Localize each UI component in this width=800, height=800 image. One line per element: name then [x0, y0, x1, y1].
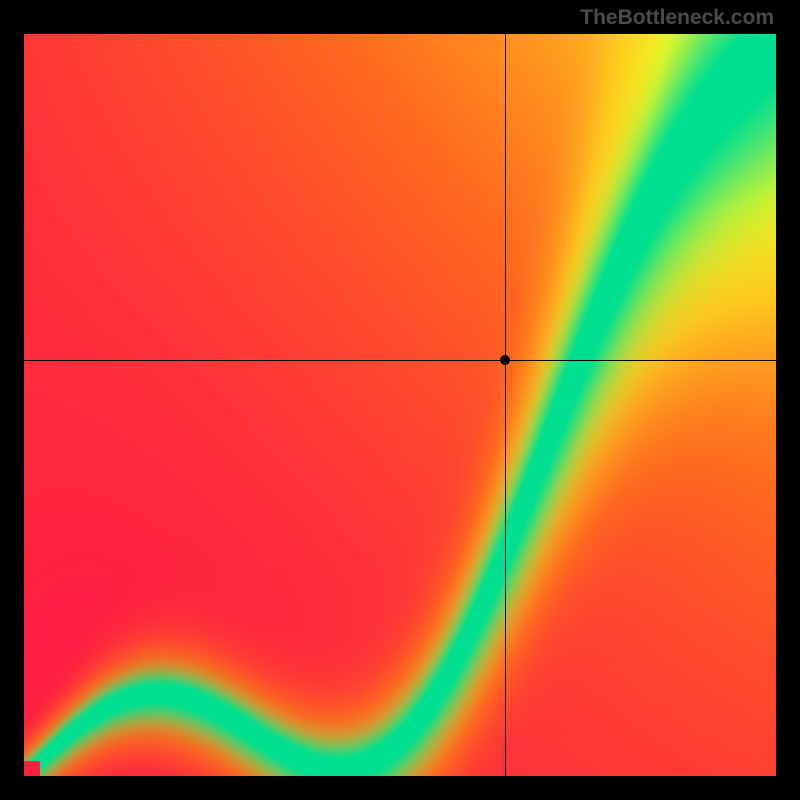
- bottleneck-heatmap: [24, 34, 776, 776]
- watermark-text: TheBottleneck.com: [580, 6, 774, 30]
- plot-area: [24, 34, 776, 776]
- figure-container: TheBottleneck.com: [0, 0, 800, 800]
